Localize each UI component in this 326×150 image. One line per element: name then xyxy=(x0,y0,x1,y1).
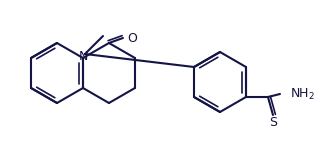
Text: NH$_2$: NH$_2$ xyxy=(290,86,315,102)
Text: S: S xyxy=(269,116,277,129)
Text: N: N xyxy=(78,51,88,63)
Text: O: O xyxy=(127,32,137,45)
